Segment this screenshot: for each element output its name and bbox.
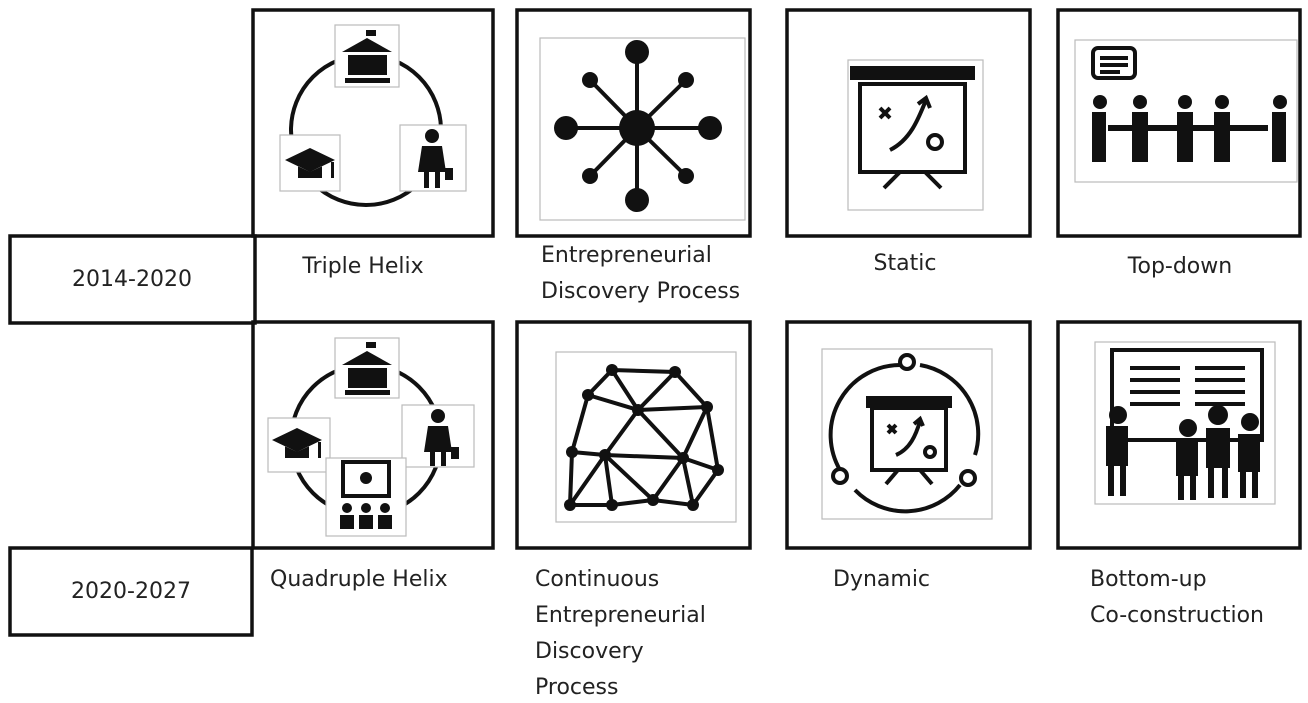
item-label: Continuous bbox=[535, 567, 659, 592]
item-label: Bottom-up bbox=[1090, 567, 1207, 592]
dynamic-icon bbox=[821, 348, 993, 520]
item-label: Top-down bbox=[1127, 254, 1232, 279]
quadruple-helix-icon bbox=[267, 337, 475, 537]
period-box bbox=[8, 546, 254, 637]
item-label: Process bbox=[535, 675, 618, 700]
bottom-up-icon bbox=[1094, 341, 1276, 505]
item-label: Dynamic bbox=[833, 567, 930, 592]
item-label: Entrepreneurial bbox=[535, 603, 706, 628]
item-label: Quadruple Helix bbox=[270, 567, 448, 592]
item-label: Entrepreneurial bbox=[541, 243, 712, 268]
static-icon bbox=[847, 59, 984, 211]
triple-helix-icon bbox=[279, 24, 467, 207]
icon-frames bbox=[251, 8, 1302, 550]
item-label: Co-construction bbox=[1090, 603, 1264, 628]
top-down-icon bbox=[1074, 39, 1298, 183]
edp-icon bbox=[539, 37, 746, 221]
period-box bbox=[8, 234, 257, 325]
item-label: Triple Helix bbox=[301, 254, 423, 279]
period-label: 2020-2027 bbox=[71, 579, 191, 604]
item-label: Static bbox=[874, 251, 937, 276]
item-label: Discovery Process bbox=[541, 279, 740, 304]
item-label: Discovery bbox=[535, 639, 644, 664]
period-label: 2014-2020 bbox=[72, 267, 192, 292]
network-icon bbox=[555, 351, 737, 523]
